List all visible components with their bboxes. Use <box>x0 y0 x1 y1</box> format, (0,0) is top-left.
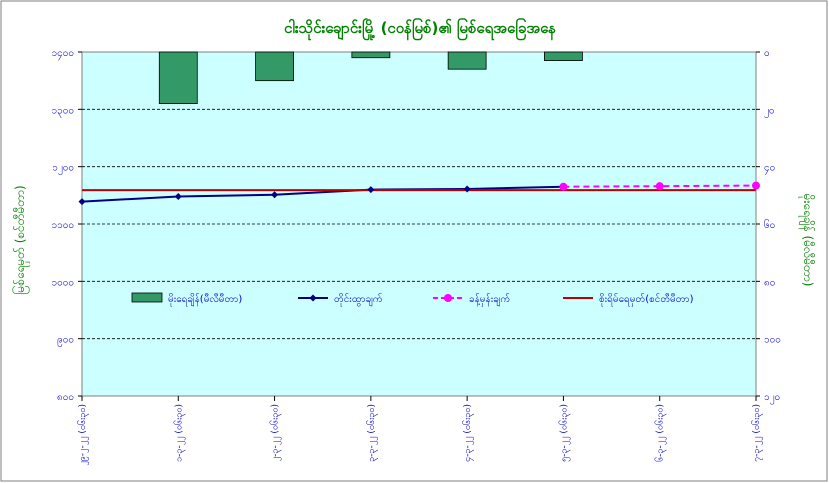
observed-point <box>463 185 471 193</box>
forecast-point <box>655 182 664 191</box>
observed-point <box>78 198 86 206</box>
rainfall-bar <box>158 51 198 104</box>
rainfall-bar <box>351 51 391 59</box>
forecast-point <box>559 182 568 191</box>
legend-label: တိုင်းထွာချက် <box>334 292 383 307</box>
rainfall-bar <box>544 51 583 62</box>
grid-lines <box>82 108 756 340</box>
left-axis-label: မြစ်ရေမှတ် (စင်တီမီတာ) <box>11 185 30 294</box>
right-tick-label: ၈၀ <box>764 277 775 288</box>
rainfall-bar <box>255 51 294 82</box>
right-tick-label: ၂၀ <box>764 105 775 118</box>
x-tick-label: ၆-၃-၂၂ (၀၆း၃၀) <box>655 404 667 462</box>
legend-label: ခန့်မှန်းချက် <box>469 292 510 307</box>
x-tick-label: ၃-၃-၂၂ (၀၆း၃၀) <box>366 404 378 462</box>
legend-marker-observed <box>309 294 317 302</box>
right-tick-label: ၁၀၀ <box>764 335 781 346</box>
right-tick-label: ၄၀ <box>764 163 775 176</box>
x-tick-label: ၇-၃-၂၂ (၀၆း၃၀) <box>751 404 763 462</box>
forecast-line <box>563 184 757 188</box>
x-axis-ticks: ၂၉-၂-၂၂ (၀၆း၃၀) ၁-၃-၂၂ (၀၆း၃၀) ၂-၃-၂၂ (၀၆း… <box>77 396 763 466</box>
x-tick-label: ၅-၃-၂၂ (၀၆း၃၀) <box>558 404 570 462</box>
rainfall-bar <box>447 51 487 70</box>
observed-point <box>367 186 375 194</box>
x-tick-label: ၁-၃-၂၂ (၀၆း၃၀) <box>173 404 185 462</box>
right-axis-label: မိုးရေချိန် (မီလီမီတာ) <box>798 194 816 287</box>
left-tick-label: ၈၀၀ <box>57 392 74 403</box>
series-lines <box>81 184 757 203</box>
rainfall-bars <box>158 51 583 104</box>
series-markers <box>78 181 760 206</box>
left-tick-label: ၉၀၀ <box>57 335 74 348</box>
observed-point <box>271 191 279 199</box>
right-tick-label: ၁၂၀ <box>764 392 780 405</box>
observed-point <box>174 192 182 200</box>
left-axis-ticks: ၈၀၀ ၉၀၀ ၁၀၀၀ ၁၁၀၀ ၁၂၀၀ ၁၃၀၀ ၁၄၀၀ <box>52 48 82 403</box>
forecast-point <box>752 181 760 190</box>
x-tick-label: ၄-၃-၂၂ (၀၆း၃၀) <box>462 404 474 462</box>
x-tick-label: ၂-၃-၂၂ (၀၆း၃၀) <box>270 404 282 461</box>
legend-swatch-rainfall <box>131 292 163 303</box>
left-tick-label: ၁၄၀၀ <box>52 48 75 61</box>
legend-label: စိုးရိမ်ရေမှတ်(စင်တီမီတာ) <box>599 292 694 307</box>
right-tick-label: ၀ <box>764 48 770 59</box>
legend: မိုးရေချိန်(မီလီမီတာ) တိုင်းထွာချက် ခန့်မှ… <box>131 292 694 307</box>
left-tick-label: ၁၃၀၀ <box>52 105 75 118</box>
left-tick-label: ၁၂၀၀ <box>52 163 74 176</box>
x-tick-label: ၂၉-၂-၂၂ (၀၆း၃၀) <box>77 404 89 466</box>
legend-label: မိုးရေချိန်(မီလီမီတာ) <box>168 292 242 307</box>
right-tick-label: ၆၀ <box>764 218 775 231</box>
left-tick-label: ၁၀၀၀ <box>52 277 75 288</box>
left-tick-label: ၁၁၀၀ <box>52 220 75 231</box>
observed-line <box>81 185 564 203</box>
legend-marker-forecast <box>444 294 452 302</box>
